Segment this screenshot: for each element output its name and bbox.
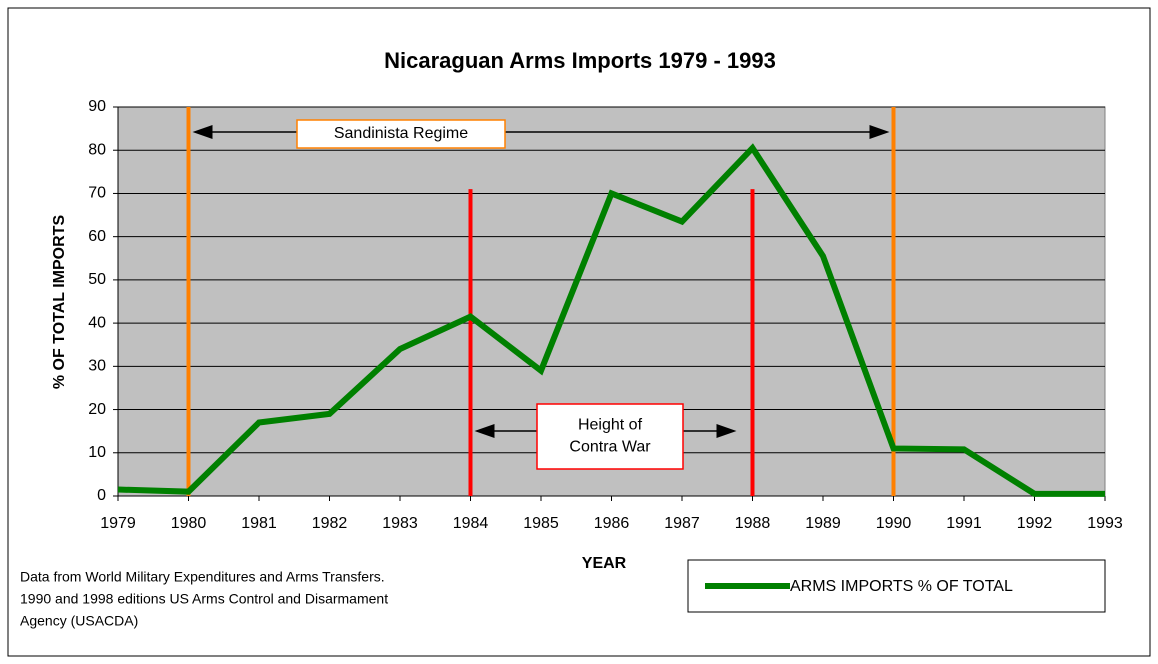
x-tick-label: 1979	[100, 515, 136, 532]
x-tick-label: 1983	[382, 515, 418, 532]
arrow-head	[474, 424, 495, 438]
x-tick-label: 1992	[1017, 515, 1053, 532]
arrow-head	[716, 424, 737, 438]
y-tick-label: 10	[88, 444, 106, 461]
arrow-head	[192, 125, 213, 139]
y-tick-label: 90	[88, 98, 106, 115]
x-tick-label: 1993	[1087, 515, 1123, 532]
annotation-box	[536, 403, 684, 470]
y-tick-label: 20	[88, 401, 106, 418]
y-tick-label: 50	[88, 271, 106, 288]
x-tick-label: 1986	[594, 515, 630, 532]
x-tick-label: 1980	[171, 515, 207, 532]
y-tick-label: 60	[88, 228, 106, 245]
arrow-head	[869, 125, 890, 139]
x-tick-label: 1990	[876, 515, 912, 532]
y-tick-label: 80	[88, 141, 106, 158]
y-axis-label: % OF TOTAL IMPORTS	[51, 215, 68, 390]
source-note: Data from World Military Expenditures an…	[20, 569, 385, 585]
annotation-text: Contra War	[569, 439, 651, 456]
x-tick-label: 1981	[241, 515, 277, 532]
y-tick-label: 0	[97, 487, 106, 504]
x-tick-label: 1988	[735, 515, 771, 532]
x-tick-label: 1982	[312, 515, 348, 532]
source-note: 1990 and 1998 editions US Arms Control a…	[20, 591, 388, 607]
x-axis-label: YEAR	[582, 555, 627, 572]
annotation-text: Sandinista Regime	[334, 125, 468, 142]
x-tick-label: 1984	[453, 515, 489, 532]
x-tick-label: 1991	[946, 515, 982, 532]
y-tick-label: 30	[88, 358, 106, 375]
annotation-box	[296, 119, 506, 149]
chart-title: Nicaraguan Arms Imports 1979 - 1993	[384, 48, 776, 73]
data-line	[117, 143, 1105, 497]
legend-label: ARMS IMPORTS % OF TOTAL	[790, 578, 1013, 595]
x-tick-label: 1989	[805, 515, 841, 532]
x-tick-label: 1987	[664, 515, 700, 532]
annotation-text: Height of	[578, 417, 643, 434]
y-tick-label: 40	[88, 314, 106, 331]
y-tick-label: 70	[88, 185, 106, 202]
x-tick-label: 1985	[523, 515, 559, 532]
source-note: Agency (USACDA)	[20, 613, 138, 629]
